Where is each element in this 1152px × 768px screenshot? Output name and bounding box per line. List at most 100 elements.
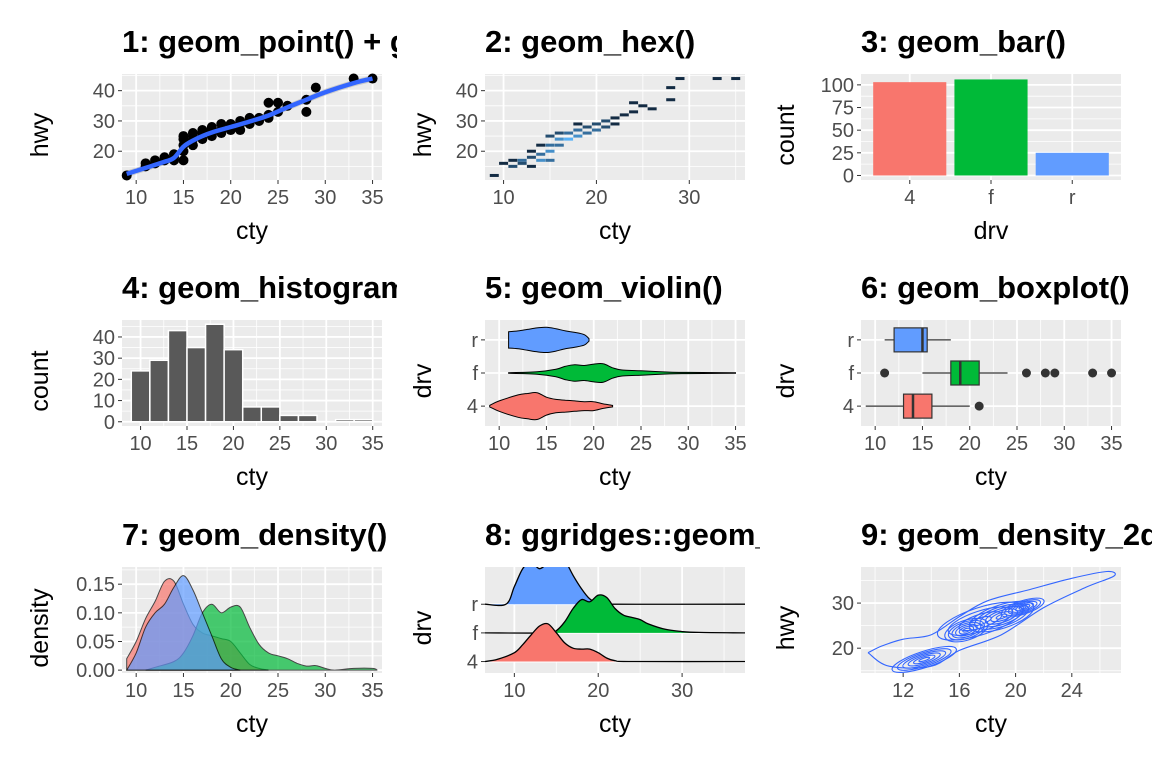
hex-bin [619,113,629,117]
chart-title: 5: geom_violin() [485,270,723,305]
contour-ring [918,656,931,663]
y-tick-label: 30 [456,111,478,133]
y-tick-label: 75 [832,98,854,120]
x-tick-label: 20 [959,433,981,455]
x-tick-label: 35 [361,680,383,702]
contour-ring [912,654,936,665]
hex-bin [545,158,555,162]
x-tick-label: 35 [1100,433,1122,455]
histogram-bar [297,414,318,423]
contour-ring [958,625,975,635]
bar-r [1035,152,1109,176]
y-axis-label: hwy [409,112,437,157]
x-tick-label: 30 [678,187,700,209]
y-tick-label: 4 [467,652,478,674]
y-tick-label: 30 [93,111,115,133]
panel-background [485,74,745,180]
hex-bin [554,131,564,135]
x-tick-label: 30 [314,187,336,209]
data-point [178,155,189,166]
chart-9: 9: geom_density_2d() 12 16 20 24 20 30 cty hwy [772,517,1152,738]
y-tick-label: 25 [832,143,854,165]
x-tick-label: f [988,187,994,209]
x-tick-label: 15 [172,680,194,702]
hex-bin [629,101,639,105]
contour-ring [896,648,952,671]
chart-6: 6: geom_boxplot() 10 15 20 25 30 35 4 fr cty drv [772,270,1130,491]
hex-bin [554,137,564,141]
hex-bin [610,116,620,120]
contour-ring [947,606,1014,636]
hex-bin [545,134,555,138]
hex-bin [536,152,546,156]
x-tick-label: 25 [269,433,291,455]
x-tick-label: 10 [503,680,525,702]
x-tick-label: 25 [630,433,652,455]
y-axis-label: count [772,104,800,165]
data-point [197,125,208,136]
y-axis-label: count [26,350,54,411]
hex-bin [647,107,657,111]
histogram-bar [260,406,281,423]
hex-bin [517,158,527,162]
hex-bin [638,104,648,108]
hex-bin [591,122,601,126]
x-axis-label: cty [975,710,1007,738]
y-tick-label: 10 [93,391,115,413]
chart-4: 4: geom_histogram()10 15 20 25 30 35010203040… [26,270,397,491]
x-tick-label: 4 [904,187,915,209]
histogram-bar [204,323,225,423]
histogram-bar [167,329,188,423]
hex-bin [536,143,546,147]
outlier-point [880,368,890,378]
y-tick-label: 50 [832,120,854,142]
hex-bin [499,161,509,165]
outlier-point [1088,368,1098,378]
x-axis-label: cty [599,463,631,491]
hex-bin [591,128,601,132]
hex-bin [712,77,722,81]
x-axis-label: cty [236,710,268,738]
x-axis-label: cty [236,217,268,245]
x-axis-label: drv [974,217,1009,245]
y-tick-label: 4 [843,396,854,418]
y-tick-label: 40 [93,81,115,103]
y-tick-label: 0 [843,165,854,187]
y-tick-label: f [848,363,854,385]
hex-bin [526,155,536,159]
x-tick-label: 16 [948,680,970,702]
hex-bin [666,86,676,90]
y-tick-label: 0.00 [76,660,115,682]
chart-title: 7: geom_density() [122,517,387,552]
x-tick-label: 20 [220,187,242,209]
hex-bin [536,158,546,162]
violin-4 [489,392,614,421]
outlier-point [1040,368,1050,378]
hex-bin [610,122,620,126]
histogram-bar [186,346,207,423]
data-point [301,106,312,117]
x-axis-label: cty [236,463,268,491]
x-tick-label: 15 [172,187,194,209]
chart-title: 1: geom_point() + geom_smooth() [122,24,622,59]
hex-bin [554,143,564,147]
x-tick-label: 15 [911,433,933,455]
x-tick-label: 20 [585,187,607,209]
x-tick-label: 12 [892,680,914,702]
x-tick-label: 10 [125,187,147,209]
ridge-4 [485,623,745,662]
chart-title: 2: geom_hex() [485,24,695,59]
data-point [273,97,283,108]
gridlines [861,567,1121,673]
hex-bin [508,164,518,168]
ridge-r [485,567,745,606]
hex-bin [601,125,611,129]
data-point [310,82,321,93]
y-tick-label: 30 [832,593,854,615]
y-tick-label: 100 [821,75,854,97]
hex-bin [517,161,527,165]
x-axis-label: cty [599,217,631,245]
bar-4 [873,82,947,176]
